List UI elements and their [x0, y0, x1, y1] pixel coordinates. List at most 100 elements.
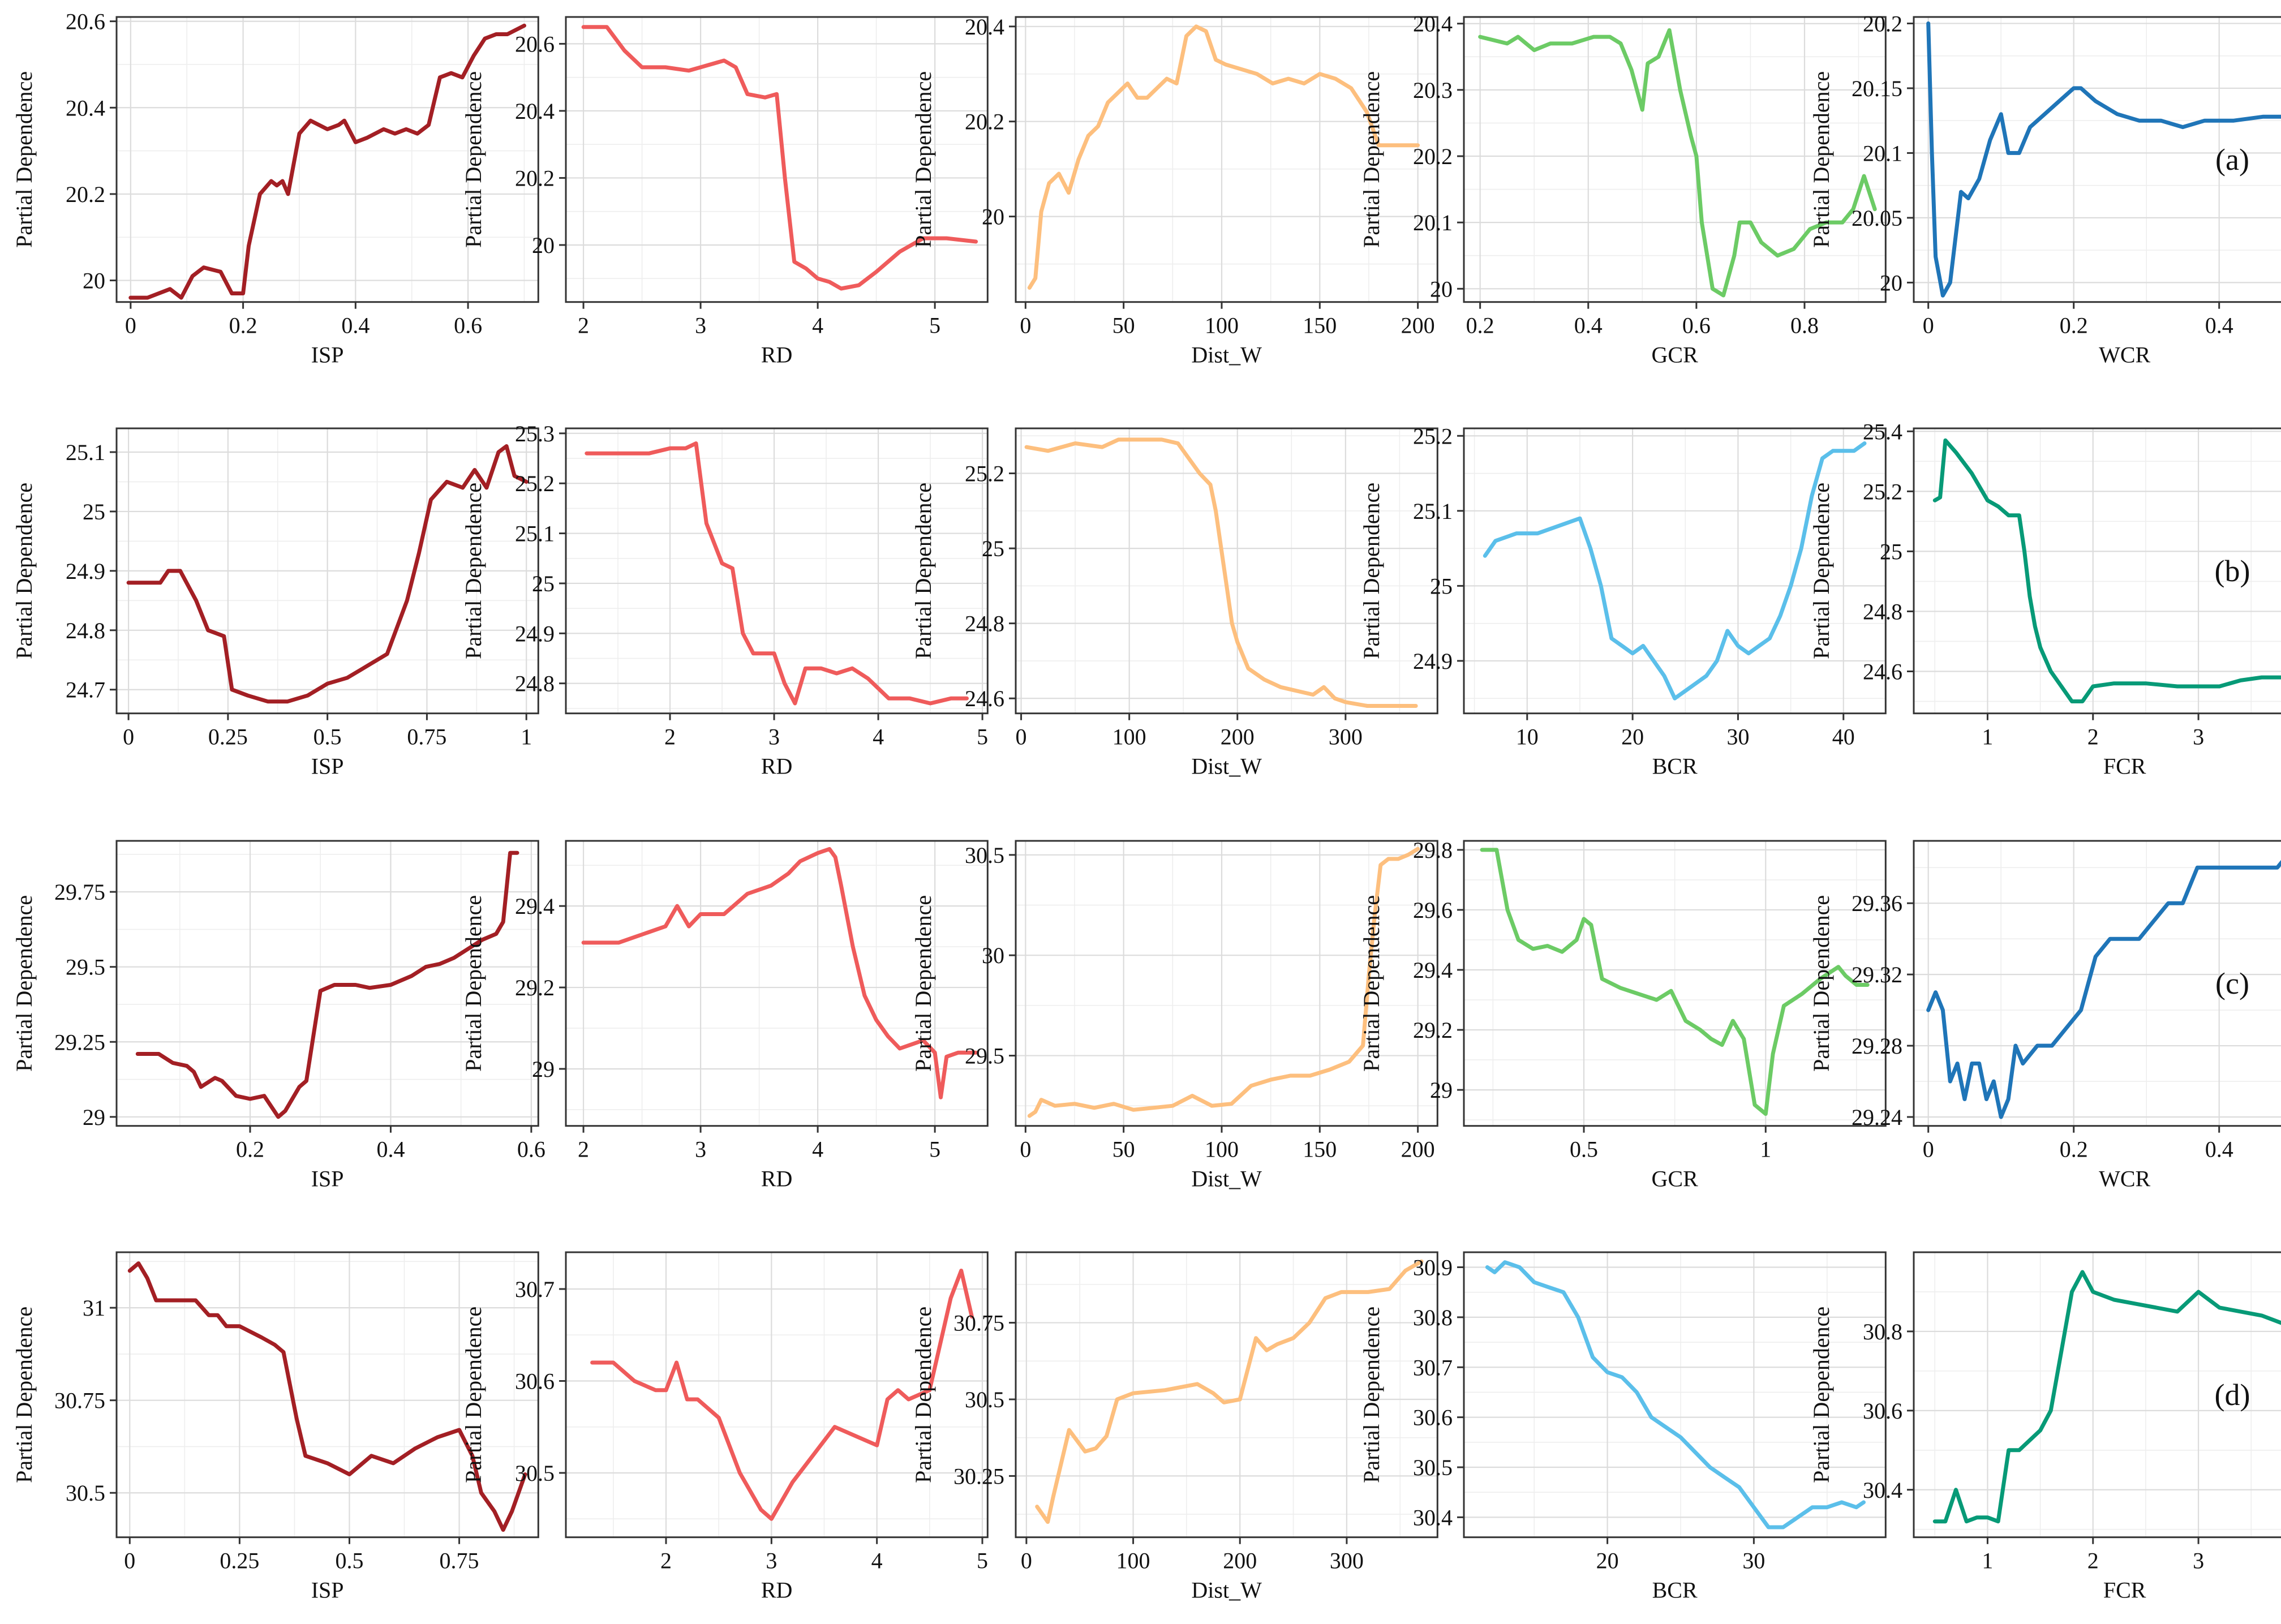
x-tick-label: 0.4 — [376, 1137, 405, 1162]
y-axis-title: Partial Dependence — [1809, 71, 1834, 248]
y-tick-label: 20.2 — [965, 109, 1004, 135]
panel-1-2: 0 100 200 300 24.6 24.8 25 25.2 Dist_W Partial De… — [910, 427, 1438, 779]
x-axis-title: ISP — [311, 1578, 344, 1603]
x-tick-label: 2 — [578, 313, 589, 338]
y-tick-label: 20.4 — [66, 95, 105, 121]
y-axis-title: Partial Dependence — [461, 71, 486, 248]
y-tick-label: 29.25 — [54, 1029, 105, 1055]
x-tick-label: 0 — [123, 724, 134, 750]
y-tick-label: 30.5 — [1413, 1455, 1453, 1480]
y-axis-title: Partial Dependence — [461, 895, 486, 1072]
y-tick-label: 20.3 — [1413, 78, 1453, 103]
y-tick-label: 25.1 — [66, 440, 105, 465]
x-tick-label: 0.2 — [236, 1137, 264, 1162]
y-tick-label: 29.5 — [66, 955, 105, 980]
y-tick-label: 29.75 — [54, 879, 105, 905]
x-tick-label: 0.6 — [1682, 313, 1711, 338]
series-line-fcr — [1932, 438, 2281, 703]
x-tick-label: 1 — [1982, 724, 1993, 750]
x-tick-label: 5 — [929, 1137, 940, 1162]
x-tick-label: 300 — [1330, 1548, 1364, 1574]
y-tick-label: 25.4 — [1863, 419, 1902, 444]
y-tick-label: 20.2 — [1863, 11, 1902, 36]
x-tick-label: 5 — [929, 313, 940, 338]
y-tick-label: 30.5 — [66, 1480, 105, 1506]
y-tick-label: 20.2 — [1413, 144, 1453, 169]
panel-2-2: 0 50 100 150 200 29.5 30 30.5 Dist_W Partial Depe… — [910, 840, 1438, 1192]
y-tick-label: 25 — [532, 571, 555, 596]
series-line-isp — [126, 444, 529, 704]
plot-frame — [1463, 427, 1887, 715]
y-tick-label: 24.9 — [1413, 648, 1453, 674]
y-tick-label: 29 — [532, 1056, 555, 1082]
x-tick-label: 3 — [768, 724, 780, 750]
plot-frame — [1913, 840, 2281, 1127]
series-line-dist-w — [1027, 24, 1420, 290]
x-tick-label: 0.5 — [1570, 1137, 1598, 1162]
x-tick-label: 1 — [521, 724, 532, 750]
y-axis-title: Partial Dependence — [910, 483, 936, 659]
x-tick-label: 300 — [1329, 724, 1363, 750]
plot-frame — [1015, 427, 1438, 715]
plot-frame — [1913, 427, 2281, 715]
y-tick-label: 30.6 — [1413, 1405, 1453, 1430]
y-tick-label: 24.8 — [965, 611, 1004, 637]
x-tick-label: 0.25 — [220, 1548, 259, 1574]
plot-frame — [1015, 16, 1438, 303]
panel-2-3: 0.5 1 29 29.2 29.4 29.6 29.8 GCR Partial Depende… — [1359, 837, 1887, 1192]
panel-2-1: 2 3 4 5 29 29.2 29.4 RD Partial Dependence — [461, 840, 989, 1192]
y-tick-label: 30.75 — [54, 1388, 105, 1414]
y-tick-label: 20 — [1880, 270, 1902, 295]
x-axis-title: FCR — [2103, 754, 2146, 779]
y-tick-label: 25.1 — [1413, 499, 1453, 524]
y-axis-title: Partial Dependence — [1359, 483, 1384, 659]
y-tick-label: 20.1 — [1863, 140, 1902, 166]
plot-frame — [115, 1251, 539, 1539]
plot-frame — [565, 16, 989, 303]
x-tick-label: 5 — [977, 724, 988, 750]
x-tick-label: 0.4 — [2205, 1137, 2233, 1162]
series-line-isp — [128, 23, 526, 300]
y-axis-title: Partial Dependence — [1809, 1307, 1834, 1483]
panel-2-0: 0.2 0.4 0.6 29 29.25 29.5 29.75 ISP Partial Depe… — [11, 840, 545, 1192]
panel-3-3: 20 30 30.4 30.5 30.6 30.7 30.8 30.9 BCR Partial D… — [1359, 1251, 1887, 1603]
y-tick-label: 29.6 — [1413, 897, 1453, 923]
y-tick-label: 20.6 — [515, 31, 555, 57]
y-tick-label: 29 — [1430, 1077, 1453, 1103]
x-tick-label: 4 — [871, 1548, 883, 1574]
y-tick-label: 30.8 — [1413, 1305, 1453, 1330]
x-axis-title: GCR — [1652, 1166, 1699, 1192]
series-line-isp — [127, 1261, 527, 1532]
x-tick-label: 150 — [1303, 313, 1337, 338]
x-axis-title: RD — [761, 754, 793, 779]
x-axis-title: Dist_W — [1191, 1166, 1262, 1192]
x-axis-title: GCR — [1652, 342, 1699, 368]
x-tick-label: 150 — [1303, 1137, 1337, 1162]
y-tick-label: 24.6 — [965, 686, 1004, 711]
y-tick-label: 29.2 — [515, 975, 555, 1000]
x-tick-label: 0.4 — [2205, 313, 2233, 338]
y-tick-label: 20.6 — [66, 9, 105, 35]
x-axis-title: WCR — [2099, 342, 2150, 368]
series-line-gcr — [1478, 28, 1877, 298]
x-tick-label: 0 — [1020, 313, 1031, 338]
row-label: (b) — [2215, 554, 2250, 588]
x-tick-label: 0 — [1016, 724, 1027, 750]
x-tick-label: 40 — [1832, 724, 1855, 750]
y-tick-label: 20.15 — [1852, 76, 1902, 101]
y-tick-label: 25.2 — [1863, 479, 1902, 504]
series-line-bcr — [1485, 1260, 1866, 1530]
y-tick-label: 30 — [982, 943, 1004, 968]
y-tick-label: 30.7 — [1413, 1355, 1453, 1380]
y-tick-label: 29 — [83, 1105, 105, 1130]
y-axis-title: Partial Dependence — [11, 483, 37, 659]
x-tick-label: 20 — [1621, 724, 1644, 750]
y-tick-label: 30.25 — [953, 1463, 1004, 1489]
y-tick-label: 24.8 — [1863, 599, 1902, 624]
x-axis-title: Dist_W — [1191, 754, 1262, 779]
series-line-rd — [590, 1269, 974, 1521]
x-tick-label: 50 — [1112, 313, 1135, 338]
y-tick-label: 20 — [532, 233, 555, 258]
